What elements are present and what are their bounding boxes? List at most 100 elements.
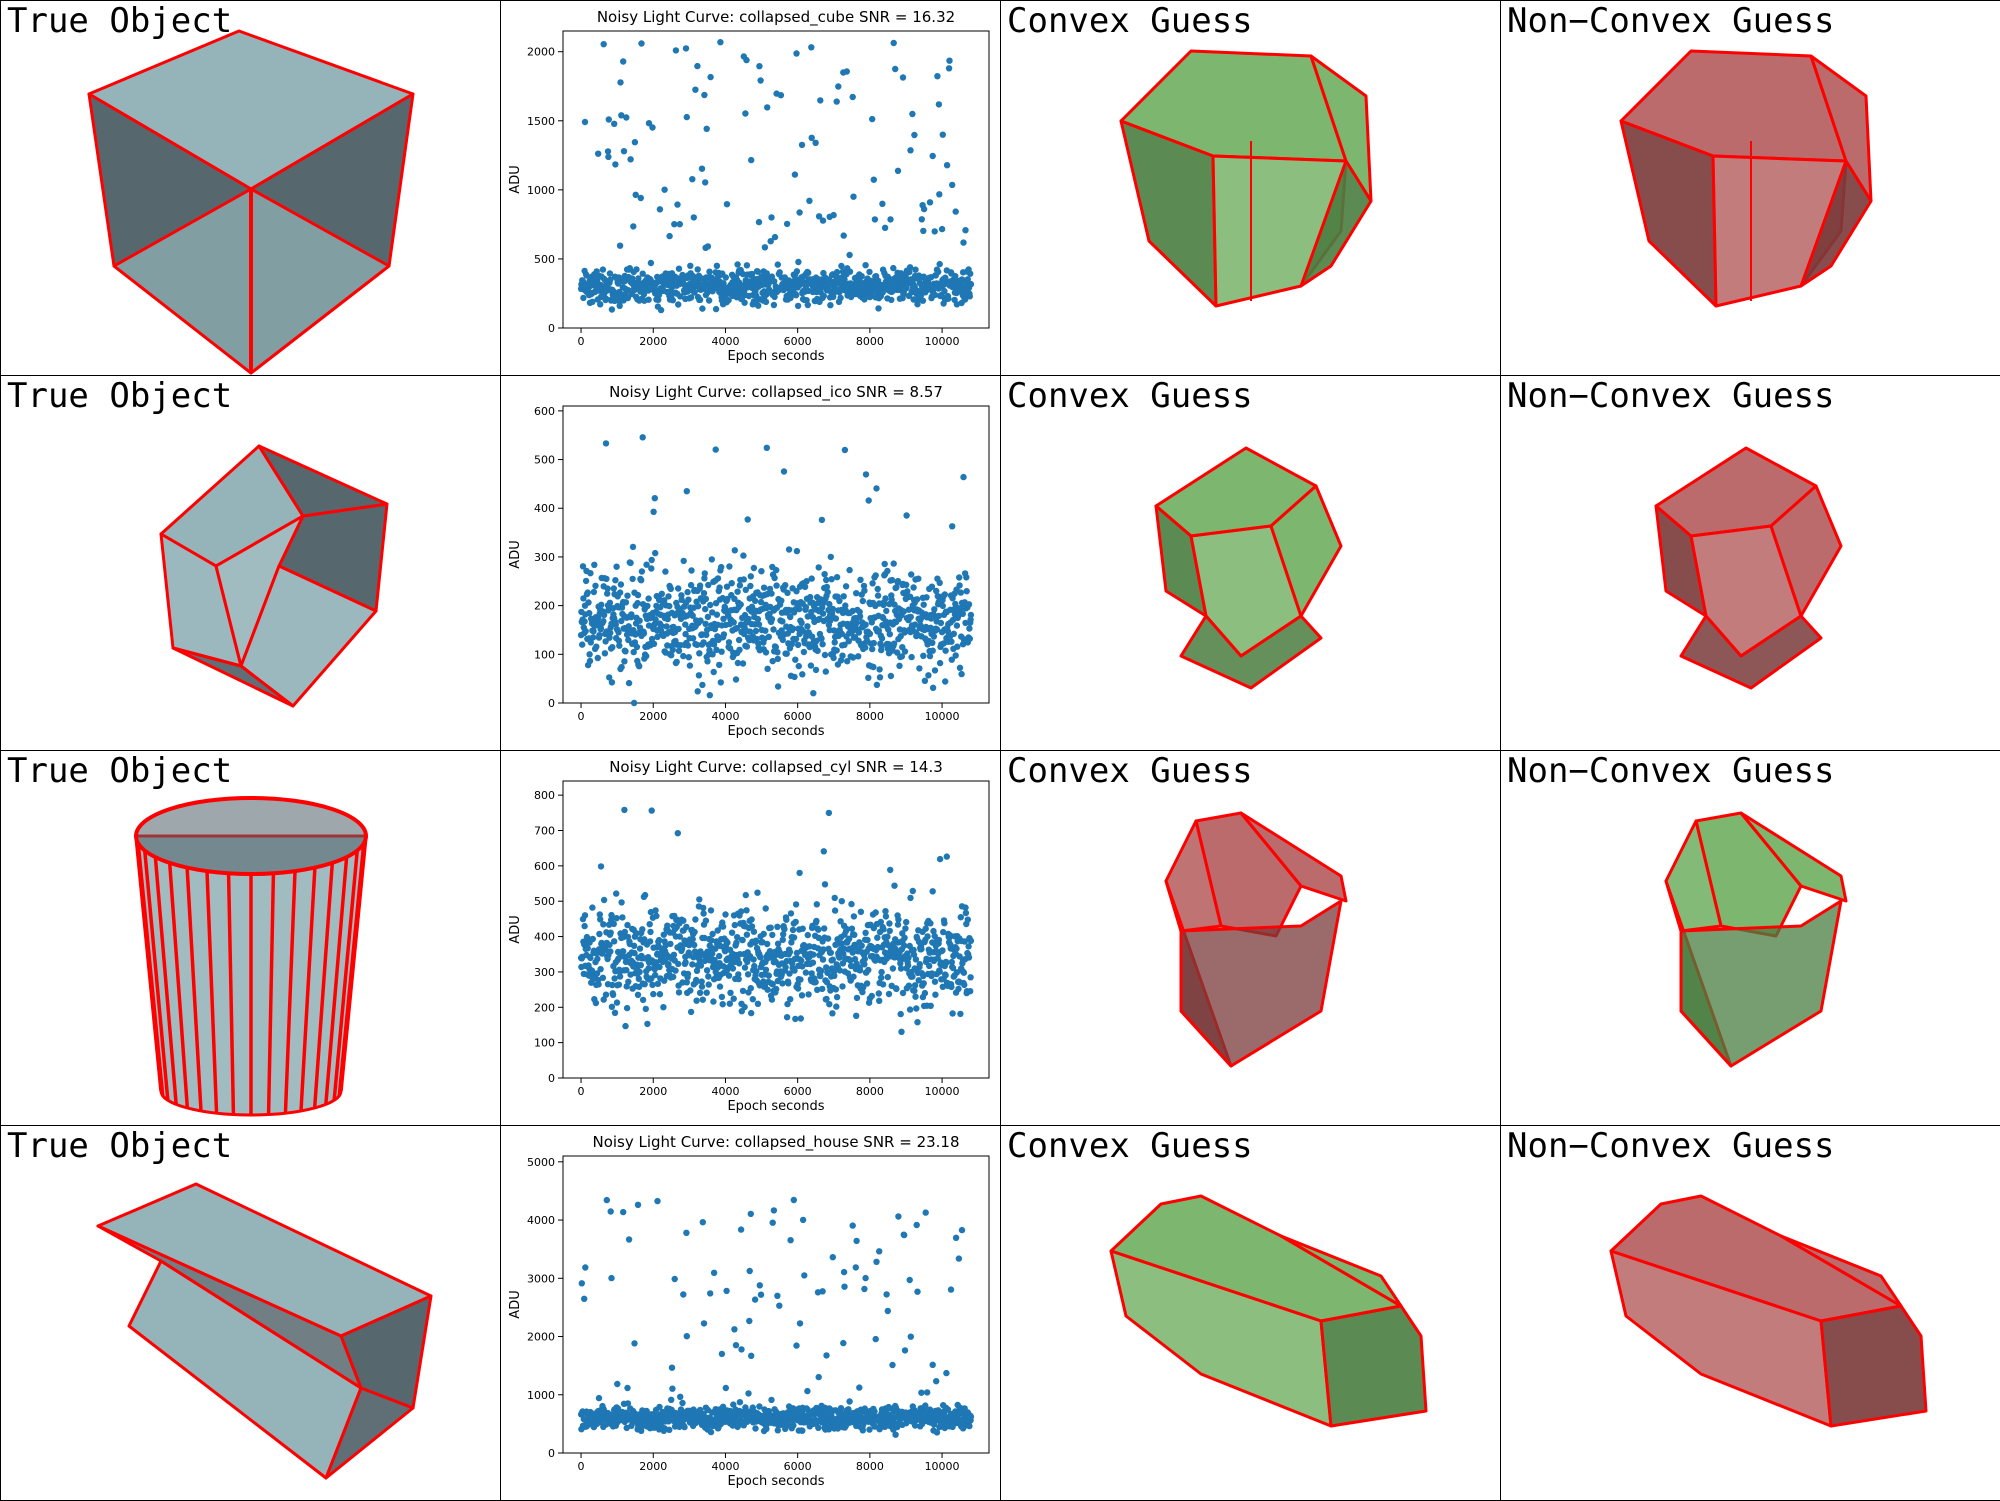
- scatter-point: [865, 497, 872, 504]
- scatter-point: [768, 1396, 775, 1404]
- scatter-point: [774, 649, 781, 656]
- scatter-point: [864, 936, 871, 944]
- scatter-point: [699, 1219, 706, 1226]
- scatter-point: [774, 1292, 781, 1299]
- scatter-point: [746, 1317, 753, 1325]
- x-tick-label: 4000: [711, 1460, 739, 1473]
- scatter-point: [796, 1320, 804, 1327]
- scatter-point: [805, 269, 812, 276]
- scatter-point: [602, 991, 610, 998]
- scatter-point: [793, 1342, 800, 1349]
- scatter-point: [823, 995, 830, 1003]
- scatter-point: [841, 276, 848, 283]
- scatter-point: [621, 658, 628, 665]
- scatter-point: [702, 917, 710, 924]
- scatter-point: [819, 217, 827, 224]
- scatter-point: [731, 1326, 738, 1333]
- nonconvex-guess-label: Non−Convex Guess: [1507, 376, 1835, 416]
- scatter-point: [920, 601, 927, 608]
- scatter-point: [967, 616, 974, 623]
- scatter-point: [725, 297, 732, 304]
- scatter-point: [805, 991, 812, 998]
- scatter-point: [597, 916, 604, 923]
- scatter-point: [608, 911, 615, 919]
- scatter-point: [734, 261, 741, 268]
- scatter-point: [610, 920, 617, 928]
- scatter-point: [584, 945, 591, 952]
- scatter-point: [718, 648, 725, 655]
- scatter-point: [964, 916, 971, 923]
- scatter-point: [739, 987, 747, 995]
- scatter-point: [879, 200, 886, 207]
- scatter-point: [783, 1014, 791, 1021]
- guess-face: [1109, 1249, 1333, 1428]
- scatter-point: [808, 633, 816, 640]
- cylinder-edge: [332, 850, 359, 1101]
- scatter-point: [736, 646, 743, 653]
- scatter-point: [941, 591, 948, 598]
- scatter-point: [635, 975, 642, 982]
- scatter-point: [748, 916, 755, 923]
- scatter-point: [625, 623, 632, 630]
- nonconvex-guess-label: Non−Convex Guess: [1507, 1, 1835, 41]
- scatter-point: [966, 293, 973, 300]
- scatter-point: [800, 648, 808, 656]
- scatter-point: [694, 62, 701, 70]
- scatter-point: [630, 699, 638, 707]
- scatter-point: [906, 1276, 913, 1284]
- scatter-point: [716, 661, 723, 669]
- scatter-point: [579, 563, 587, 570]
- scatter-point: [737, 1226, 745, 1233]
- scatter-point: [952, 1234, 960, 1241]
- scatter-point: [673, 658, 680, 666]
- scatter-point: [698, 978, 705, 985]
- scatter-point: [789, 625, 797, 632]
- y-tick-label: 100: [534, 1037, 555, 1050]
- scatter-point: [581, 1295, 588, 1302]
- scatter-point: [877, 918, 884, 926]
- scatter-point: [745, 615, 752, 623]
- scatter-point: [700, 1320, 708, 1327]
- scatter-point: [966, 625, 973, 632]
- scatter-point: [772, 643, 779, 651]
- y-tick-label: 400: [534, 502, 555, 515]
- scatter-point: [875, 990, 882, 997]
- x-tick-label: 10000: [925, 1460, 960, 1473]
- y-tick-label: 4000: [527, 1214, 555, 1227]
- scatter-point: [613, 563, 620, 570]
- scatter-point: [616, 302, 623, 309]
- scatter-point: [598, 601, 605, 608]
- scatter-point: [608, 306, 616, 313]
- scatter-point: [735, 960, 743, 967]
- scatter-point: [608, 1274, 615, 1282]
- scatter-point: [806, 197, 813, 204]
- scatter-point: [756, 1403, 763, 1410]
- scatter-point: [650, 508, 657, 515]
- scatter-point: [710, 668, 717, 676]
- scatter-point: [719, 1001, 726, 1008]
- scatter-point: [819, 956, 827, 963]
- scatter-point: [649, 124, 656, 131]
- scatter-point: [783, 650, 790, 657]
- scatter-point: [952, 652, 959, 659]
- x-tick-label: 8000: [856, 1085, 884, 1098]
- scatter-point: [750, 956, 757, 963]
- scatter-point: [793, 588, 800, 595]
- scatter-point: [742, 891, 749, 899]
- scatter-point: [825, 809, 833, 817]
- nonconvex-guess-cell: Non−Convex Guess: [1500, 0, 2000, 376]
- scatter-point: [848, 900, 855, 908]
- scatter-point: [636, 663, 643, 670]
- scatter-point: [806, 943, 813, 950]
- scatter-point: [907, 894, 914, 902]
- scatter-point: [915, 575, 922, 582]
- scatter-point: [869, 645, 876, 653]
- scatter-point: [652, 549, 659, 557]
- scatter-point: [579, 278, 587, 285]
- cylinder-edge: [283, 871, 297, 1114]
- scatter-point: [808, 970, 815, 977]
- scatter-point: [855, 653, 862, 660]
- guess-face: [1179, 899, 1343, 1068]
- scatter-point: [953, 622, 961, 629]
- scatter-point: [956, 664, 964, 671]
